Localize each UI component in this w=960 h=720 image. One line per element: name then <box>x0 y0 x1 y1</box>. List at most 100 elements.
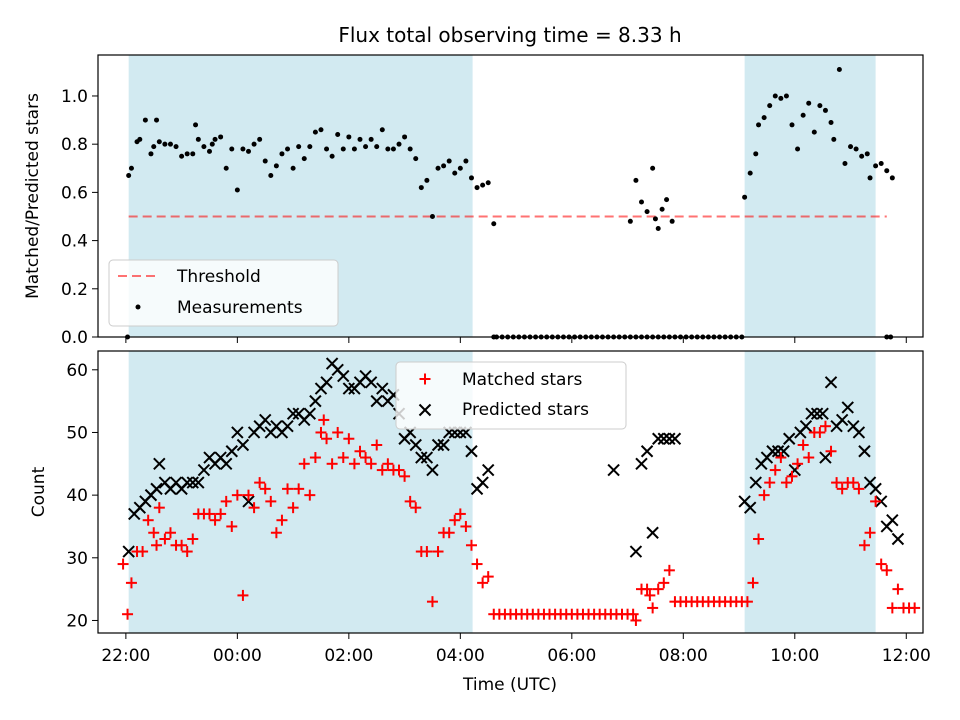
predicted-star-point <box>640 445 654 458</box>
measurement-point <box>234 187 240 193</box>
matched-star-point <box>360 452 372 464</box>
measurement-point <box>761 115 767 121</box>
matched-star-point <box>318 414 330 426</box>
predicted-star-point <box>431 438 445 452</box>
predicted-star-point <box>783 432 796 445</box>
measurement-point <box>374 144 380 150</box>
matched-star-point <box>814 426 826 438</box>
measurement-point <box>357 136 363 142</box>
matched-star-point <box>181 546 193 558</box>
matched-star-point <box>248 502 260 514</box>
measurement-point <box>396 141 402 147</box>
matched-star-point <box>215 508 227 520</box>
measurement-point <box>148 151 154 157</box>
matched-star-point <box>432 546 444 558</box>
measurement-point <box>173 144 179 150</box>
measurement-point <box>418 185 424 191</box>
matched-star-point <box>870 495 882 507</box>
measurement-point <box>190 151 196 157</box>
top-legend-box <box>108 259 339 327</box>
measurement-point <box>650 165 656 171</box>
predicted-star-point <box>236 438 250 452</box>
x-tick-label: 10:00 <box>770 646 819 666</box>
matched-star-point <box>399 470 411 482</box>
matched-star-point <box>209 514 221 526</box>
predicted-star-point <box>342 382 356 395</box>
measurement-point <box>312 129 318 135</box>
top-panel: 0.0 0.2 0.4 0.6 0.8 1.0 Matched/Predicted sta… <box>23 54 924 348</box>
measurement-point <box>638 199 644 205</box>
matched-star-point <box>142 514 154 526</box>
matched-star-point <box>287 502 299 514</box>
matched-star-point <box>780 477 792 489</box>
measurement-point <box>346 134 352 140</box>
matched-star-point <box>304 489 316 501</box>
measurement-point <box>669 218 675 224</box>
measurement-point <box>209 141 215 147</box>
matched-star-point <box>753 533 765 545</box>
matched-star-point <box>159 533 171 545</box>
matched-star-point <box>482 571 494 583</box>
measurement-point <box>747 170 753 176</box>
predicted-star-point <box>852 426 866 439</box>
y-tick-label: 0.8 <box>61 135 88 155</box>
matched-star-point <box>892 583 904 595</box>
predicted-star-point <box>663 432 676 445</box>
predicted-star-point <box>242 495 255 508</box>
x-tick-label: 00:00 <box>213 646 262 666</box>
measurement-point <box>201 144 207 150</box>
matched-star-point <box>410 502 422 514</box>
predicted-star-point <box>153 457 166 471</box>
matched-star-point <box>831 477 843 489</box>
matched-star-point <box>627 608 639 620</box>
predicted-star-point <box>122 545 135 558</box>
matched-star-point <box>775 452 787 464</box>
x-axis-label: Time (UTC) <box>462 675 557 695</box>
measurement-point <box>206 148 212 154</box>
measurement-point <box>828 119 834 125</box>
bottom-y-ticks: 20 30 40 50 60 <box>66 361 98 631</box>
measurement-point <box>318 127 324 133</box>
matched-star-point <box>231 489 243 501</box>
legend-threshold-label: Threshold <box>176 267 261 287</box>
measurement-point <box>212 136 218 142</box>
measurement-point <box>659 206 665 212</box>
predicted-star-point <box>869 482 882 496</box>
matched-star-point <box>454 508 466 520</box>
measurement-point <box>285 146 291 152</box>
predicted-star-point <box>816 407 829 420</box>
measurement-point <box>262 158 268 164</box>
predicted-star-point <box>652 432 665 445</box>
measurement-point <box>329 153 335 159</box>
measurement-point <box>644 209 650 215</box>
predicted-star-point <box>607 463 620 477</box>
predicted-star-point <box>749 476 762 489</box>
measurement-point <box>806 100 812 106</box>
predicted-star-point <box>886 513 899 527</box>
predicted-star-point <box>309 394 322 408</box>
y-tick-label: 30 <box>66 549 88 569</box>
top-legend: Threshold Measurements <box>108 259 339 327</box>
matched-star-point <box>371 439 383 451</box>
matched-star-point <box>393 464 405 476</box>
matched-star-point <box>836 483 848 495</box>
figure-title: Flux total observing time = 8.33 h <box>338 23 681 47</box>
predicted-star-point <box>481 463 495 477</box>
matched-star-point <box>663 564 675 576</box>
top-y-ticks: 0.0 0.2 0.4 0.6 0.8 1.0 <box>61 87 98 348</box>
matched-star-point <box>137 546 149 558</box>
predicted-star-point <box>824 376 838 389</box>
predicted-star-point <box>835 413 849 427</box>
measurement-point <box>368 136 374 142</box>
bottom-axes-frame <box>97 350 924 634</box>
bottom-panel: 20 30 40 50 60 22:00 00:00 02:00 04:00 06:00 08:0… <box>29 350 931 695</box>
measurement-point <box>307 144 313 150</box>
matched-star-point <box>354 445 366 457</box>
measurement-point <box>753 151 759 157</box>
matched-star-point <box>864 527 876 539</box>
matched-star-point <box>343 433 355 445</box>
matched-star-point <box>148 527 160 539</box>
measurement-point <box>162 141 168 147</box>
matched-star-point <box>293 483 305 495</box>
bottom-y-axis-label: Count <box>29 466 49 517</box>
